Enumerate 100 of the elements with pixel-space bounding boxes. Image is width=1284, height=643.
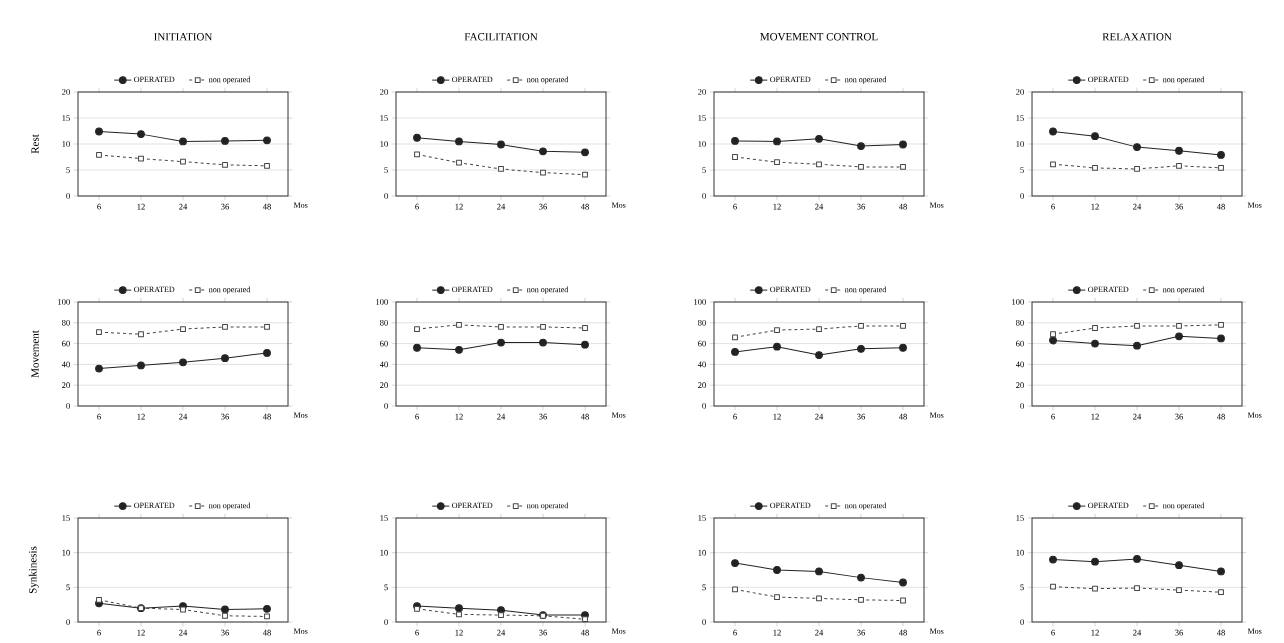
x-tick-label: 48 bbox=[580, 203, 589, 210]
y-tick-label: 20 bbox=[380, 89, 388, 95]
chart-title: INITIATION bbox=[154, 33, 213, 41]
x-tick-label: 12 bbox=[1091, 413, 1099, 420]
x-tick-label: 36 bbox=[1175, 413, 1184, 420]
x-tick-label: 12 bbox=[1091, 629, 1099, 636]
y-tick-label: 40 bbox=[61, 361, 70, 368]
x-tick-label: 12 bbox=[773, 629, 781, 636]
legend-label: non operated bbox=[1162, 502, 1205, 510]
y-tick-label: 5 bbox=[384, 167, 388, 173]
x-axis-title: Mos bbox=[929, 412, 944, 418]
legend-label: OPERATED bbox=[1088, 286, 1129, 293]
x-tick-label: 48 bbox=[898, 413, 907, 420]
legend-label: OPERATED bbox=[134, 502, 175, 509]
y-tick-label: 60 bbox=[698, 340, 706, 347]
legend-label: OPERATED bbox=[452, 502, 493, 509]
x-tick-label: 6 bbox=[1051, 203, 1055, 210]
y-tick-label: 5 bbox=[702, 584, 706, 591]
x-tick-label: 48 bbox=[580, 413, 589, 420]
y-tick-label: 60 bbox=[380, 340, 388, 347]
y-tick-label: 5 bbox=[66, 167, 70, 173]
y-tick-label: 0 bbox=[702, 403, 706, 409]
y-tick-label: 0 bbox=[384, 619, 388, 625]
y-tick-label: 40 bbox=[1015, 361, 1024, 368]
x-tick-label: 6 bbox=[733, 203, 737, 210]
y-tick-label: 40 bbox=[697, 361, 706, 368]
legend-label: OPERATED bbox=[770, 286, 811, 293]
y-tick-label: 60 bbox=[62, 340, 70, 347]
y-tick-label: 20 bbox=[698, 382, 706, 389]
x-tick-label: 24 bbox=[497, 413, 506, 420]
y-tick-label: 0 bbox=[384, 193, 388, 199]
legend-label: non operated bbox=[844, 76, 887, 84]
x-axis-title: Mos bbox=[1247, 202, 1262, 208]
x-axis-title: Mos bbox=[611, 628, 626, 634]
x-tick-label: 24 bbox=[815, 203, 824, 210]
y-tick-label: 100 bbox=[694, 299, 706, 305]
legend-label: non operated bbox=[1162, 76, 1205, 84]
y-tick-label: 15 bbox=[62, 515, 70, 521]
legend-label: OPERATED bbox=[1088, 76, 1129, 83]
y-tick-label: 0 bbox=[1020, 193, 1024, 199]
legend-label: OPERATED bbox=[1088, 502, 1129, 509]
y-tick-label: 5 bbox=[66, 584, 70, 591]
x-axis-title: Mos bbox=[929, 202, 944, 208]
x-tick-label: 36 bbox=[221, 413, 229, 420]
y-tick-label: 0 bbox=[66, 619, 70, 625]
x-tick-label: 36 bbox=[1175, 203, 1184, 210]
x-tick-label: 6 bbox=[733, 413, 737, 420]
y-tick-label: 10 bbox=[380, 549, 388, 556]
y-tick-label: 60 bbox=[1016, 340, 1024, 347]
y-tick-label: 0 bbox=[384, 403, 388, 409]
legend-label: non operated bbox=[208, 286, 251, 294]
x-tick-label: 6 bbox=[415, 413, 419, 420]
legend-label: non operated bbox=[844, 286, 887, 294]
x-tick-label: 36 bbox=[857, 629, 866, 636]
y-tick-label: 5 bbox=[1020, 584, 1024, 591]
y-tick-label: 20 bbox=[1016, 382, 1024, 389]
legend-label: non operated bbox=[844, 502, 887, 510]
x-tick-label: 48 bbox=[1216, 413, 1225, 420]
y-tick-label: 0 bbox=[1020, 619, 1024, 625]
y-tick-label: 15 bbox=[1016, 115, 1024, 121]
y-axis-title: Movement bbox=[31, 330, 39, 378]
x-tick-label: 48 bbox=[898, 203, 907, 210]
legend-label: non operated bbox=[1162, 286, 1205, 294]
x-tick-label: 48 bbox=[262, 629, 271, 636]
x-axis-title: Mos bbox=[1247, 412, 1262, 418]
x-tick-label: 24 bbox=[179, 629, 188, 636]
x-tick-label: 48 bbox=[1216, 629, 1225, 636]
y-tick-label: 20 bbox=[1016, 89, 1024, 95]
x-tick-label: 24 bbox=[497, 629, 506, 636]
x-tick-label: 24 bbox=[815, 413, 824, 420]
y-axis-title: Rest bbox=[31, 134, 39, 154]
chart-title: FACILITATION bbox=[464, 33, 538, 41]
x-tick-label: 6 bbox=[97, 203, 101, 210]
y-tick-label: 10 bbox=[380, 141, 388, 147]
y-tick-label: 10 bbox=[698, 141, 706, 147]
x-tick-label: 12 bbox=[137, 629, 145, 636]
x-axis-title: Mos bbox=[611, 412, 626, 418]
x-tick-label: 12 bbox=[455, 413, 463, 420]
y-tick-label: 20 bbox=[698, 89, 706, 95]
x-tick-label: 36 bbox=[221, 629, 229, 636]
y-tick-label: 15 bbox=[698, 515, 706, 521]
y-tick-label: 15 bbox=[1016, 515, 1024, 521]
y-tick-label: 40 bbox=[379, 361, 388, 368]
legend-label: OPERATED bbox=[770, 502, 811, 509]
y-tick-label: 100 bbox=[1012, 299, 1024, 305]
x-tick-label: 24 bbox=[1133, 413, 1142, 420]
y-tick-label: 15 bbox=[698, 115, 706, 121]
x-tick-label: 12 bbox=[773, 203, 781, 210]
x-tick-label: 48 bbox=[262, 413, 271, 420]
x-axis-title: Mos bbox=[1247, 628, 1262, 634]
x-tick-label: 6 bbox=[1051, 413, 1055, 420]
y-tick-label: 10 bbox=[62, 141, 70, 147]
x-tick-label: 36 bbox=[221, 203, 229, 210]
legend-label: OPERATED bbox=[452, 76, 493, 83]
x-axis-title: Mos bbox=[929, 628, 944, 634]
x-tick-label: 12 bbox=[137, 413, 145, 420]
y-tick-label: 10 bbox=[698, 549, 706, 556]
y-tick-label: 0 bbox=[702, 193, 706, 199]
x-tick-label: 36 bbox=[857, 203, 866, 210]
y-tick-label: 10 bbox=[62, 549, 70, 556]
